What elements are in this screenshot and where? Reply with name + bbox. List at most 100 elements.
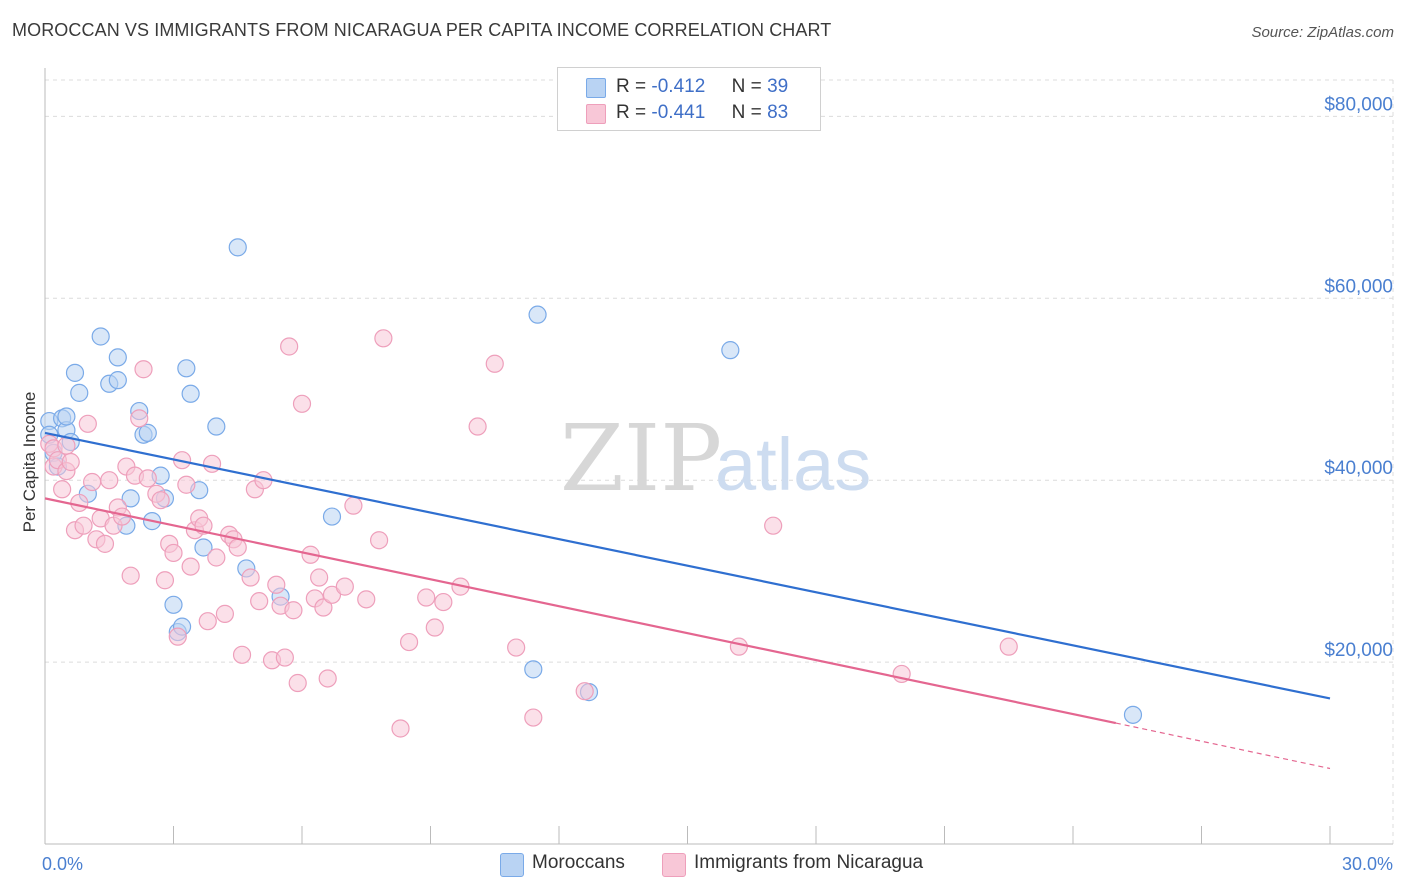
nicaragua-point (181, 557, 200, 576)
nicaragua-point (177, 475, 196, 494)
nicaragua-point (370, 531, 389, 550)
y-tick-label: $40,000 (1324, 458, 1393, 479)
nicaragua-point (61, 452, 80, 472)
moroccans-point (65, 363, 85, 382)
x-tick-label: 0.0% (42, 854, 83, 874)
nicaragua-point (434, 592, 453, 612)
y-tick-label: $20,000 (1324, 640, 1393, 661)
nicaragua-point (399, 632, 419, 652)
nicaragua-point (164, 543, 183, 563)
moroccans-point (1123, 705, 1143, 724)
moroccans-point (228, 238, 247, 257)
source-credit: Source: ZipAtlas.com (1251, 24, 1394, 41)
nicaragua-trend-line (44, 497, 1117, 725)
moroccans-point (91, 327, 110, 346)
nicaragua-point (284, 601, 303, 620)
nicaragua-point (344, 496, 363, 515)
nicaragua-point (207, 548, 226, 567)
nicaragua-point (53, 480, 72, 499)
nicaragua-point (280, 337, 299, 356)
nicaragua-point (764, 516, 783, 535)
moroccans-point (524, 660, 543, 679)
legend-label-nicaragua: Immigrants from Nicaragua (694, 852, 924, 873)
moroccans-point (108, 371, 127, 390)
nicaragua-point (121, 566, 140, 585)
moroccans-point (57, 407, 76, 426)
nicaragua-point (729, 637, 749, 656)
moroccans-point (181, 384, 200, 403)
nicaragua-point (95, 534, 115, 553)
nicaragua-trend-extension (1115, 722, 1331, 770)
nicaragua-point (507, 638, 526, 657)
nicaragua-point (485, 354, 504, 373)
nicaragua-point (74, 516, 93, 535)
nicaragua-point (151, 491, 170, 510)
r-label: R = (616, 102, 647, 123)
nicaragua-point (288, 673, 307, 693)
nicaragua-point (70, 493, 89, 513)
nicaragua-point (275, 648, 294, 667)
nicaragua-point (314, 598, 333, 617)
nicaragua-point (391, 719, 410, 738)
moroccans-point (121, 489, 140, 508)
moroccans-point (108, 348, 127, 367)
x-tick-label: 30.0% (1342, 854, 1393, 874)
n-value: 39 (767, 76, 789, 97)
moroccans-point (528, 305, 547, 324)
nicaragua-point (155, 571, 175, 590)
moroccans-point (138, 423, 157, 442)
nicaragua-point (357, 590, 376, 609)
nicaragua-point (250, 592, 269, 611)
legend-swatch-nicaragua (662, 853, 686, 877)
legend-swatch-moroccans (586, 78, 606, 98)
y-tick-label: $80,000 (1324, 94, 1393, 115)
r-value: -0.412 (651, 76, 706, 97)
nicaragua-point (57, 436, 76, 455)
nicaragua-point (134, 360, 153, 379)
nicaragua-point (130, 409, 149, 428)
nicaragua-point (228, 538, 247, 557)
nicaragua-point (267, 575, 286, 594)
nicaragua-point (524, 708, 543, 727)
nicaragua-point (292, 394, 312, 413)
nicaragua-point (78, 414, 97, 433)
nicaragua-point (232, 645, 252, 664)
nicaragua-point (138, 469, 157, 488)
series-legend: Moroccans Immigrants from Nicaragua (0, 852, 1406, 878)
trend-lines (44, 431, 1331, 770)
nicaragua-point (100, 471, 119, 490)
chart-title: MOROCCAN VS IMMIGRANTS FROM NICARAGUA PE… (12, 20, 832, 40)
tick-labels: $20,000 $40,000 $60,000 $80,000 0.0% 30.0% (42, 94, 1393, 874)
moroccans-point (164, 595, 183, 614)
r-value: -0.441 (651, 102, 706, 123)
nicaragua-point (241, 568, 260, 587)
legend-swatch-nicaragua (586, 104, 606, 124)
nicaragua-point (335, 577, 354, 596)
moroccans-point (207, 417, 226, 436)
watermark-zip: ZIP (560, 405, 722, 512)
nicaragua-point (198, 612, 217, 631)
nicaragua-point (999, 637, 1018, 656)
n-value: 83 (767, 102, 789, 123)
moroccans-point (194, 538, 213, 557)
axes (44, 68, 1393, 845)
nicaragua-point (168, 627, 187, 646)
nicaragua-point (575, 682, 594, 701)
nicaragua-point (310, 568, 329, 587)
n-label: N = (731, 76, 762, 97)
y-tick-label: $60,000 (1324, 276, 1393, 297)
moroccans-point (70, 383, 89, 402)
nicaragua-point (425, 618, 444, 637)
legend-label-moroccans: Moroccans (532, 852, 625, 873)
nicaragua-point (374, 329, 393, 348)
moroccans-point (177, 359, 196, 378)
moroccans-point (322, 507, 342, 526)
legend-swatch-moroccans (500, 853, 524, 877)
r-label: R = (616, 76, 647, 97)
nicaragua-point (322, 585, 342, 604)
moroccans-point (721, 341, 740, 360)
n-label: N = (731, 102, 762, 123)
stats-legend: R = -0.412 N = 39 R = -0.441 N = 83 (557, 67, 821, 131)
nicaragua-point (468, 417, 487, 436)
